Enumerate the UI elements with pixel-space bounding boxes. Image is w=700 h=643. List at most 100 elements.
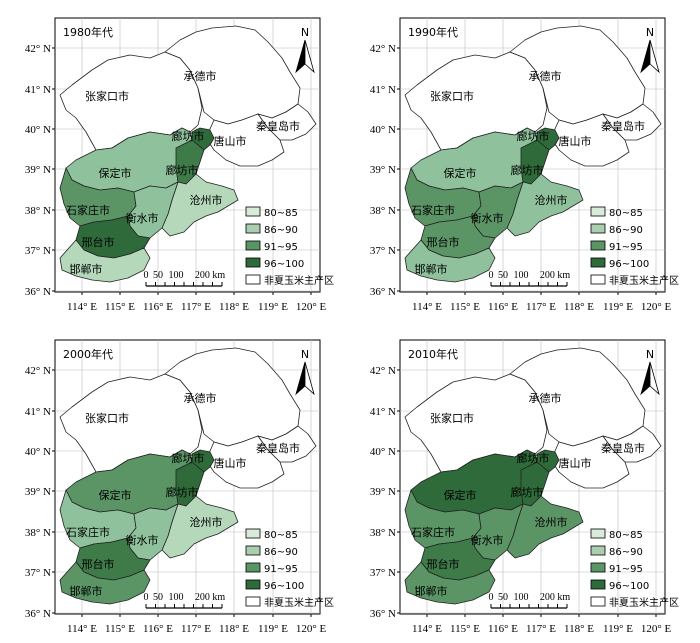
city-label-lf: 廊坊市 — [166, 163, 199, 177]
era-title: 2000年代 — [63, 347, 113, 361]
city-label-bj: 廊坊市 — [517, 129, 550, 143]
city-label-bd: 保定市 — [99, 488, 132, 502]
city-label-qhd: 秦皇岛市 — [601, 441, 645, 455]
city-label-ts: 唐山市 — [214, 134, 247, 148]
region-lf — [520, 461, 550, 507]
lat-tick-label: 39° N — [370, 164, 396, 176]
lon-tick-label: 120° E — [296, 623, 327, 635]
region-zjk — [59, 51, 203, 151]
lat-tick-label: 38° N — [370, 527, 396, 539]
city-label-cd: 承德市 — [184, 391, 217, 405]
lat-tick-label: 41° N — [25, 406, 51, 418]
lat-tick-label: 36° N — [370, 608, 396, 620]
region-hd — [59, 239, 151, 283]
city-label-bj: 廊坊市 — [517, 451, 550, 465]
lat-tick-label: 37° N — [25, 567, 51, 579]
lon-tick-label: 119° E — [258, 301, 288, 313]
scale-bar-label: 200 km — [195, 270, 226, 281]
lon-tick-label: 119° E — [258, 623, 288, 635]
legend-label: 86~90 — [264, 225, 298, 236]
city-label-xt: 邢台市 — [427, 235, 460, 249]
lat-tick-label: 40° N — [25, 124, 51, 136]
lon-tick-label: 118° E — [219, 301, 249, 313]
legend-swatch — [590, 223, 606, 234]
legend-swatch — [245, 545, 261, 556]
region-lf — [175, 139, 205, 185]
region-ts — [205, 435, 285, 489]
lon-tick-label: 119° E — [603, 623, 633, 635]
city-label-lf: 廊坊市 — [166, 485, 199, 499]
city-label-lf: 廊坊市 — [511, 163, 544, 177]
map-panel-1990s: 张家口市 承德市 唐山市 秦皇岛市 廊坊市 保定市 廊坊市 沧州市 石家庄市 衡水市 邢台市 邯郸市 4… — [345, 0, 690, 320]
scale-bar-label: 100 — [169, 270, 184, 281]
scale-bar-label: 50 — [498, 270, 508, 281]
legend-label: 96~100 — [609, 581, 649, 592]
scale-bar-label: 200 km — [540, 270, 571, 281]
legend-label: 86~90 — [264, 547, 298, 558]
legend-label: 非夏玉米主产区 — [264, 596, 334, 609]
city-label-hd: 邯郸市 — [70, 584, 103, 598]
region-hd — [59, 561, 151, 605]
lon-tick-label: 117° E — [526, 623, 556, 635]
lon-tick-label: 114° E — [412, 301, 442, 313]
legend-swatch — [590, 545, 606, 556]
lon-tick-label: 117° E — [181, 301, 211, 313]
scale-bar-label: 200 km — [195, 592, 226, 603]
city-label-sjz: 石家庄市 — [66, 203, 110, 217]
legend-swatch — [245, 240, 261, 251]
lat-tick-label: 38° N — [25, 527, 51, 539]
city-label-xt: 邢台市 — [427, 557, 460, 571]
lon-tick-label: 120° E — [296, 301, 327, 313]
legend-swatch — [245, 257, 261, 268]
legend-label: 80~85 — [264, 208, 298, 219]
lat-tick-label: 37° N — [25, 245, 51, 257]
region-qhd — [602, 103, 662, 141]
city-label-cd: 承德市 — [184, 69, 217, 83]
lon-tick-label: 119° E — [603, 301, 633, 313]
city-label-hs: 衡水市 — [126, 211, 159, 225]
lat-tick-label: 36° N — [370, 286, 396, 298]
legend-label: 非夏玉米主产区 — [609, 596, 679, 609]
region-zjk — [59, 373, 203, 473]
region-zjk — [404, 51, 548, 151]
city-label-ts: 唐山市 — [559, 456, 592, 470]
north-arrow-icon — [649, 361, 660, 396]
lon-tick-label: 115° E — [105, 301, 135, 313]
north-label: N — [301, 26, 309, 39]
legend-swatch — [590, 257, 606, 268]
city-label-bj: 廊坊市 — [172, 129, 205, 143]
city-label-bd: 保定市 — [444, 488, 477, 502]
city-label-hs: 衡水市 — [471, 533, 504, 547]
legend-label: 96~100 — [264, 259, 304, 270]
map-panel-2010s: 张家口市 承德市 唐山市 秦皇岛市 廊坊市 保定市 廊坊市 沧州市 石家庄市 衡水市 邢台市 邯郸市 4… — [345, 322, 690, 642]
lon-tick-label: 120° E — [641, 623, 672, 635]
legend-swatch — [590, 274, 606, 285]
lon-tick-label: 114° E — [412, 623, 442, 635]
region-qhd — [257, 425, 317, 463]
legend-swatch — [245, 274, 261, 285]
legend-swatch — [245, 528, 261, 539]
lat-tick-label: 36° N — [25, 286, 51, 298]
lon-tick-label: 116° E — [143, 301, 173, 313]
lat-tick-label: 39° N — [25, 486, 51, 498]
legend-swatch — [590, 562, 606, 573]
city-label-hd: 邯郸市 — [415, 584, 448, 598]
city-label-hs: 衡水市 — [126, 533, 159, 547]
scale-bar-label: 50 — [498, 592, 508, 603]
legend-swatch — [245, 562, 261, 573]
lon-tick-label: 117° E — [181, 623, 211, 635]
lon-tick-label: 120° E — [641, 301, 672, 313]
lon-tick-label: 118° E — [564, 301, 594, 313]
lat-tick-label: 42° N — [25, 43, 51, 55]
region-qhd — [602, 425, 662, 463]
lat-tick-label: 41° N — [25, 84, 51, 96]
legend-label: 非夏玉米主产区 — [609, 274, 679, 287]
era-title: 1990年代 — [408, 25, 458, 39]
city-label-zjk: 张家口市 — [85, 411, 129, 425]
north-arrow-icon — [304, 361, 315, 396]
legend-swatch — [590, 206, 606, 217]
north-label: N — [301, 348, 309, 361]
lat-tick-label: 39° N — [370, 486, 396, 498]
lon-tick-label: 118° E — [564, 623, 594, 635]
